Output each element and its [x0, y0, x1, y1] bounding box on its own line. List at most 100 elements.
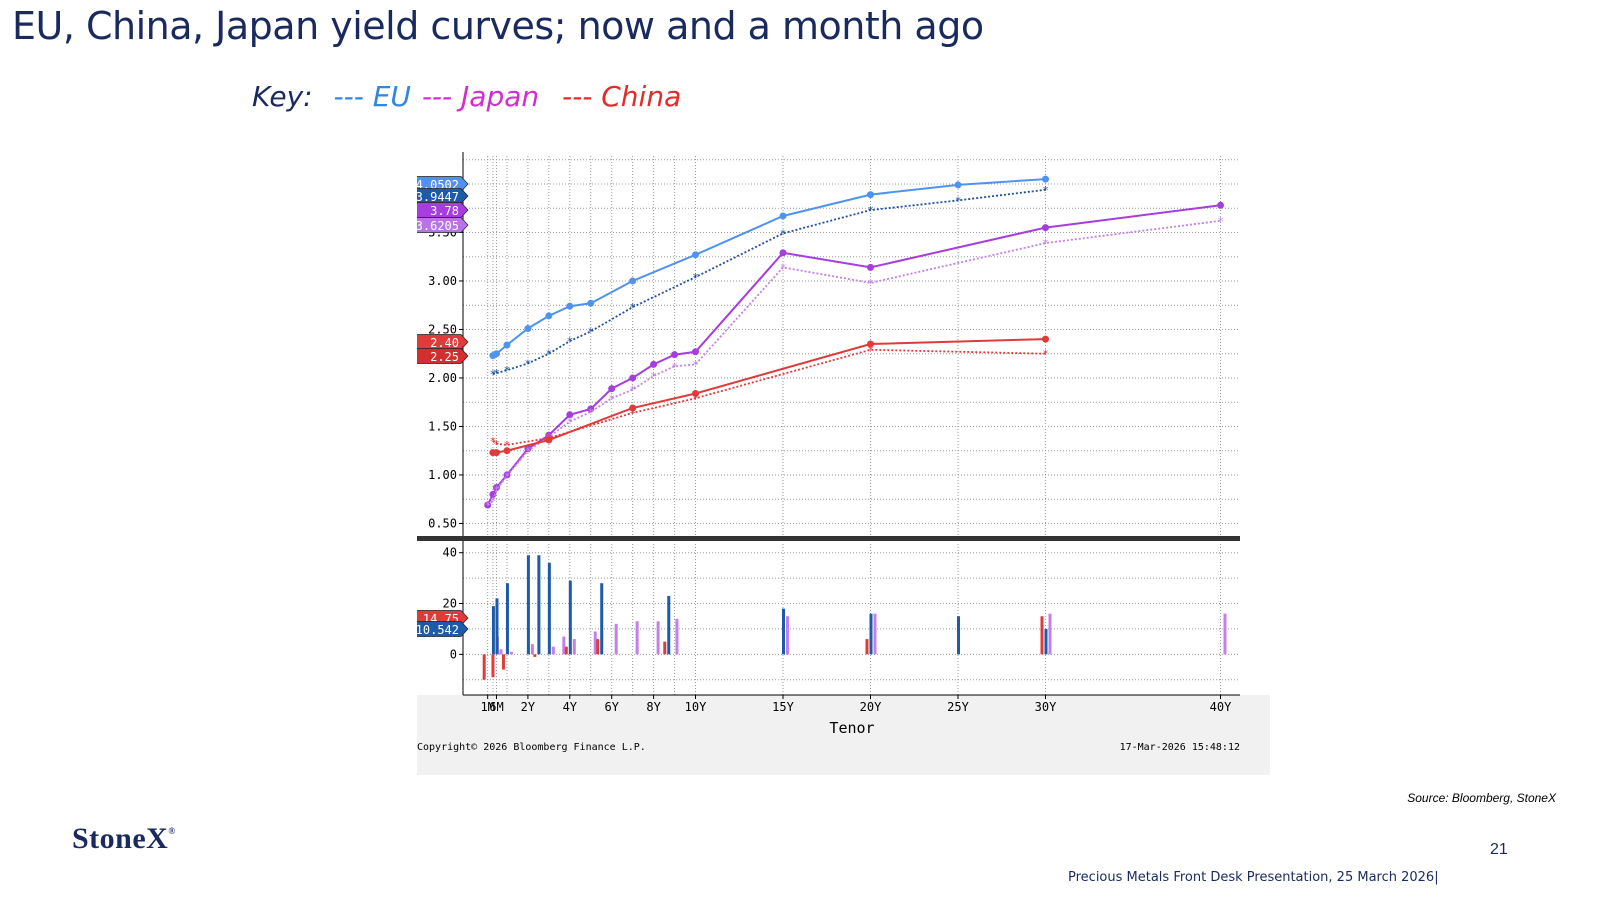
series-point-china_now [1042, 335, 1049, 343]
series-point-japan_ago: * [629, 384, 636, 397]
series-point-japan_ago: * [490, 495, 497, 508]
change-bar [509, 651, 513, 655]
series-point-japan_ago: * [493, 484, 500, 497]
change-bar [656, 621, 660, 655]
change-bar [499, 649, 503, 655]
y-tick-label: 0 [450, 647, 457, 661]
series-point-japan_ago: * [566, 416, 573, 429]
value-tag-label: 2.40 [430, 336, 459, 350]
series-point-china_now [629, 404, 637, 412]
y-tick-label: 3.00 [428, 274, 457, 288]
change-bar [782, 608, 785, 655]
copyright-text: Copyright© 2026 Bloomberg Finance L.P. [417, 742, 646, 753]
series-point-china_now [692, 389, 699, 397]
series-point-japan_now [650, 360, 658, 368]
series-point-japan_ago: * [671, 360, 678, 373]
series-point-japan_ago: * [867, 277, 874, 290]
x-tick-label: 30Y [1035, 700, 1057, 714]
series-point-japan_ago: * [692, 358, 699, 371]
y-tick-label: 40 [443, 546, 457, 560]
change-bar [600, 583, 604, 655]
series-point-eu_now [587, 299, 595, 307]
change-bar [865, 639, 869, 655]
series-point-eu_now [954, 181, 962, 189]
change-bar [526, 555, 530, 655]
logo-text: StoneX [72, 822, 169, 855]
x-tick-label: 15Y [772, 700, 794, 714]
series-point-china_ago: * [490, 435, 497, 448]
series-point-china_ago: * [692, 392, 699, 405]
chart-background [417, 150, 1270, 775]
series-point-china_now [492, 449, 500, 457]
series-point-japan_ago: * [525, 445, 532, 458]
change-bar [675, 618, 679, 655]
series-point-japan_ago: * [504, 470, 511, 483]
key-china: --- China [562, 80, 682, 113]
change-bar [482, 654, 486, 680]
change-bar [614, 623, 618, 655]
change-bar [1223, 613, 1227, 655]
series-point-eu_ago: * [629, 301, 636, 314]
series-point-japan_ago: * [1217, 215, 1224, 228]
value-tag-label: 10.542 [417, 623, 459, 637]
page-number: 21 [1490, 841, 1508, 858]
change-bar [564, 646, 568, 655]
series-point-japan_now [671, 351, 679, 359]
change-bar [596, 639, 600, 655]
value-tag-label: 3.9447 [417, 190, 459, 204]
series-point-japan_ago: * [587, 406, 594, 419]
key-legend: Key: --- EU --- Japan --- China [252, 80, 683, 113]
series-line-eu_ago [492, 188, 1046, 375]
x-tick-label: 40Y [1210, 700, 1232, 714]
y-tick-label: 2.50 [428, 322, 457, 336]
series-point-eu_now [503, 341, 511, 349]
key-label: Key: [252, 80, 313, 113]
source-note: Source: Bloomberg, StoneX [1407, 791, 1556, 805]
change-bar [551, 646, 555, 655]
key-eu: --- EU [333, 80, 411, 113]
change-bar [568, 580, 572, 655]
bloomberg-chart: 0.501.001.502.002.503.003.50020401M6M2Y4… [408, 150, 1270, 775]
series-point-eu_ago: * [1042, 184, 1049, 197]
change-bar [495, 598, 499, 655]
series-point-japan_now [867, 263, 874, 271]
x-axis-label: Tenor [829, 719, 874, 737]
series-point-eu_now [1042, 175, 1049, 183]
logo-mark: ® [168, 826, 176, 836]
x-tick-label: 1M [480, 700, 494, 714]
change-bar [530, 644, 534, 655]
series-line-china_ago [492, 348, 1046, 446]
series-point-japan_now [608, 385, 616, 393]
change-bar [869, 613, 873, 655]
series-point-japan_ago: * [608, 392, 615, 405]
series-point-japan_now [524, 445, 532, 453]
series-point-eu_now [629, 277, 637, 285]
change-bar [533, 654, 537, 657]
change-bar [501, 654, 505, 670]
change-bar [562, 636, 566, 655]
series-point-china_ago: * [867, 344, 874, 357]
change-bar [786, 616, 789, 655]
x-tick-label: 6Y [604, 700, 619, 714]
x-tick-label: 10Y [685, 700, 707, 714]
footer-text: Precious Metals Front Desk Presentation,… [1068, 870, 1439, 885]
series-point-japan_now [629, 374, 637, 382]
series-point-japan_now [1042, 224, 1049, 232]
series-point-eu_now [867, 191, 874, 199]
change-bar [1040, 616, 1044, 655]
key-japan: --- Japan [421, 80, 540, 113]
series-point-eu_now [779, 212, 787, 220]
series-point-japan_now [489, 490, 497, 498]
change-bar [491, 606, 495, 655]
series-point-china_now [545, 436, 553, 444]
change-bar [1048, 613, 1052, 655]
series-point-eu_ago: * [867, 204, 874, 217]
timestamp-text: 17-Mar-2026 15:48:12 [1120, 742, 1240, 753]
series-point-eu_ago: * [493, 367, 500, 380]
series-point-eu_ago: * [525, 357, 532, 370]
series-point-eu_now [492, 350, 500, 358]
value-tag-label: 2.25 [430, 350, 459, 364]
grid-upper [463, 156, 1240, 538]
series-point-eu_ago: * [692, 271, 699, 284]
x-tick-label: 2Y [521, 700, 536, 714]
